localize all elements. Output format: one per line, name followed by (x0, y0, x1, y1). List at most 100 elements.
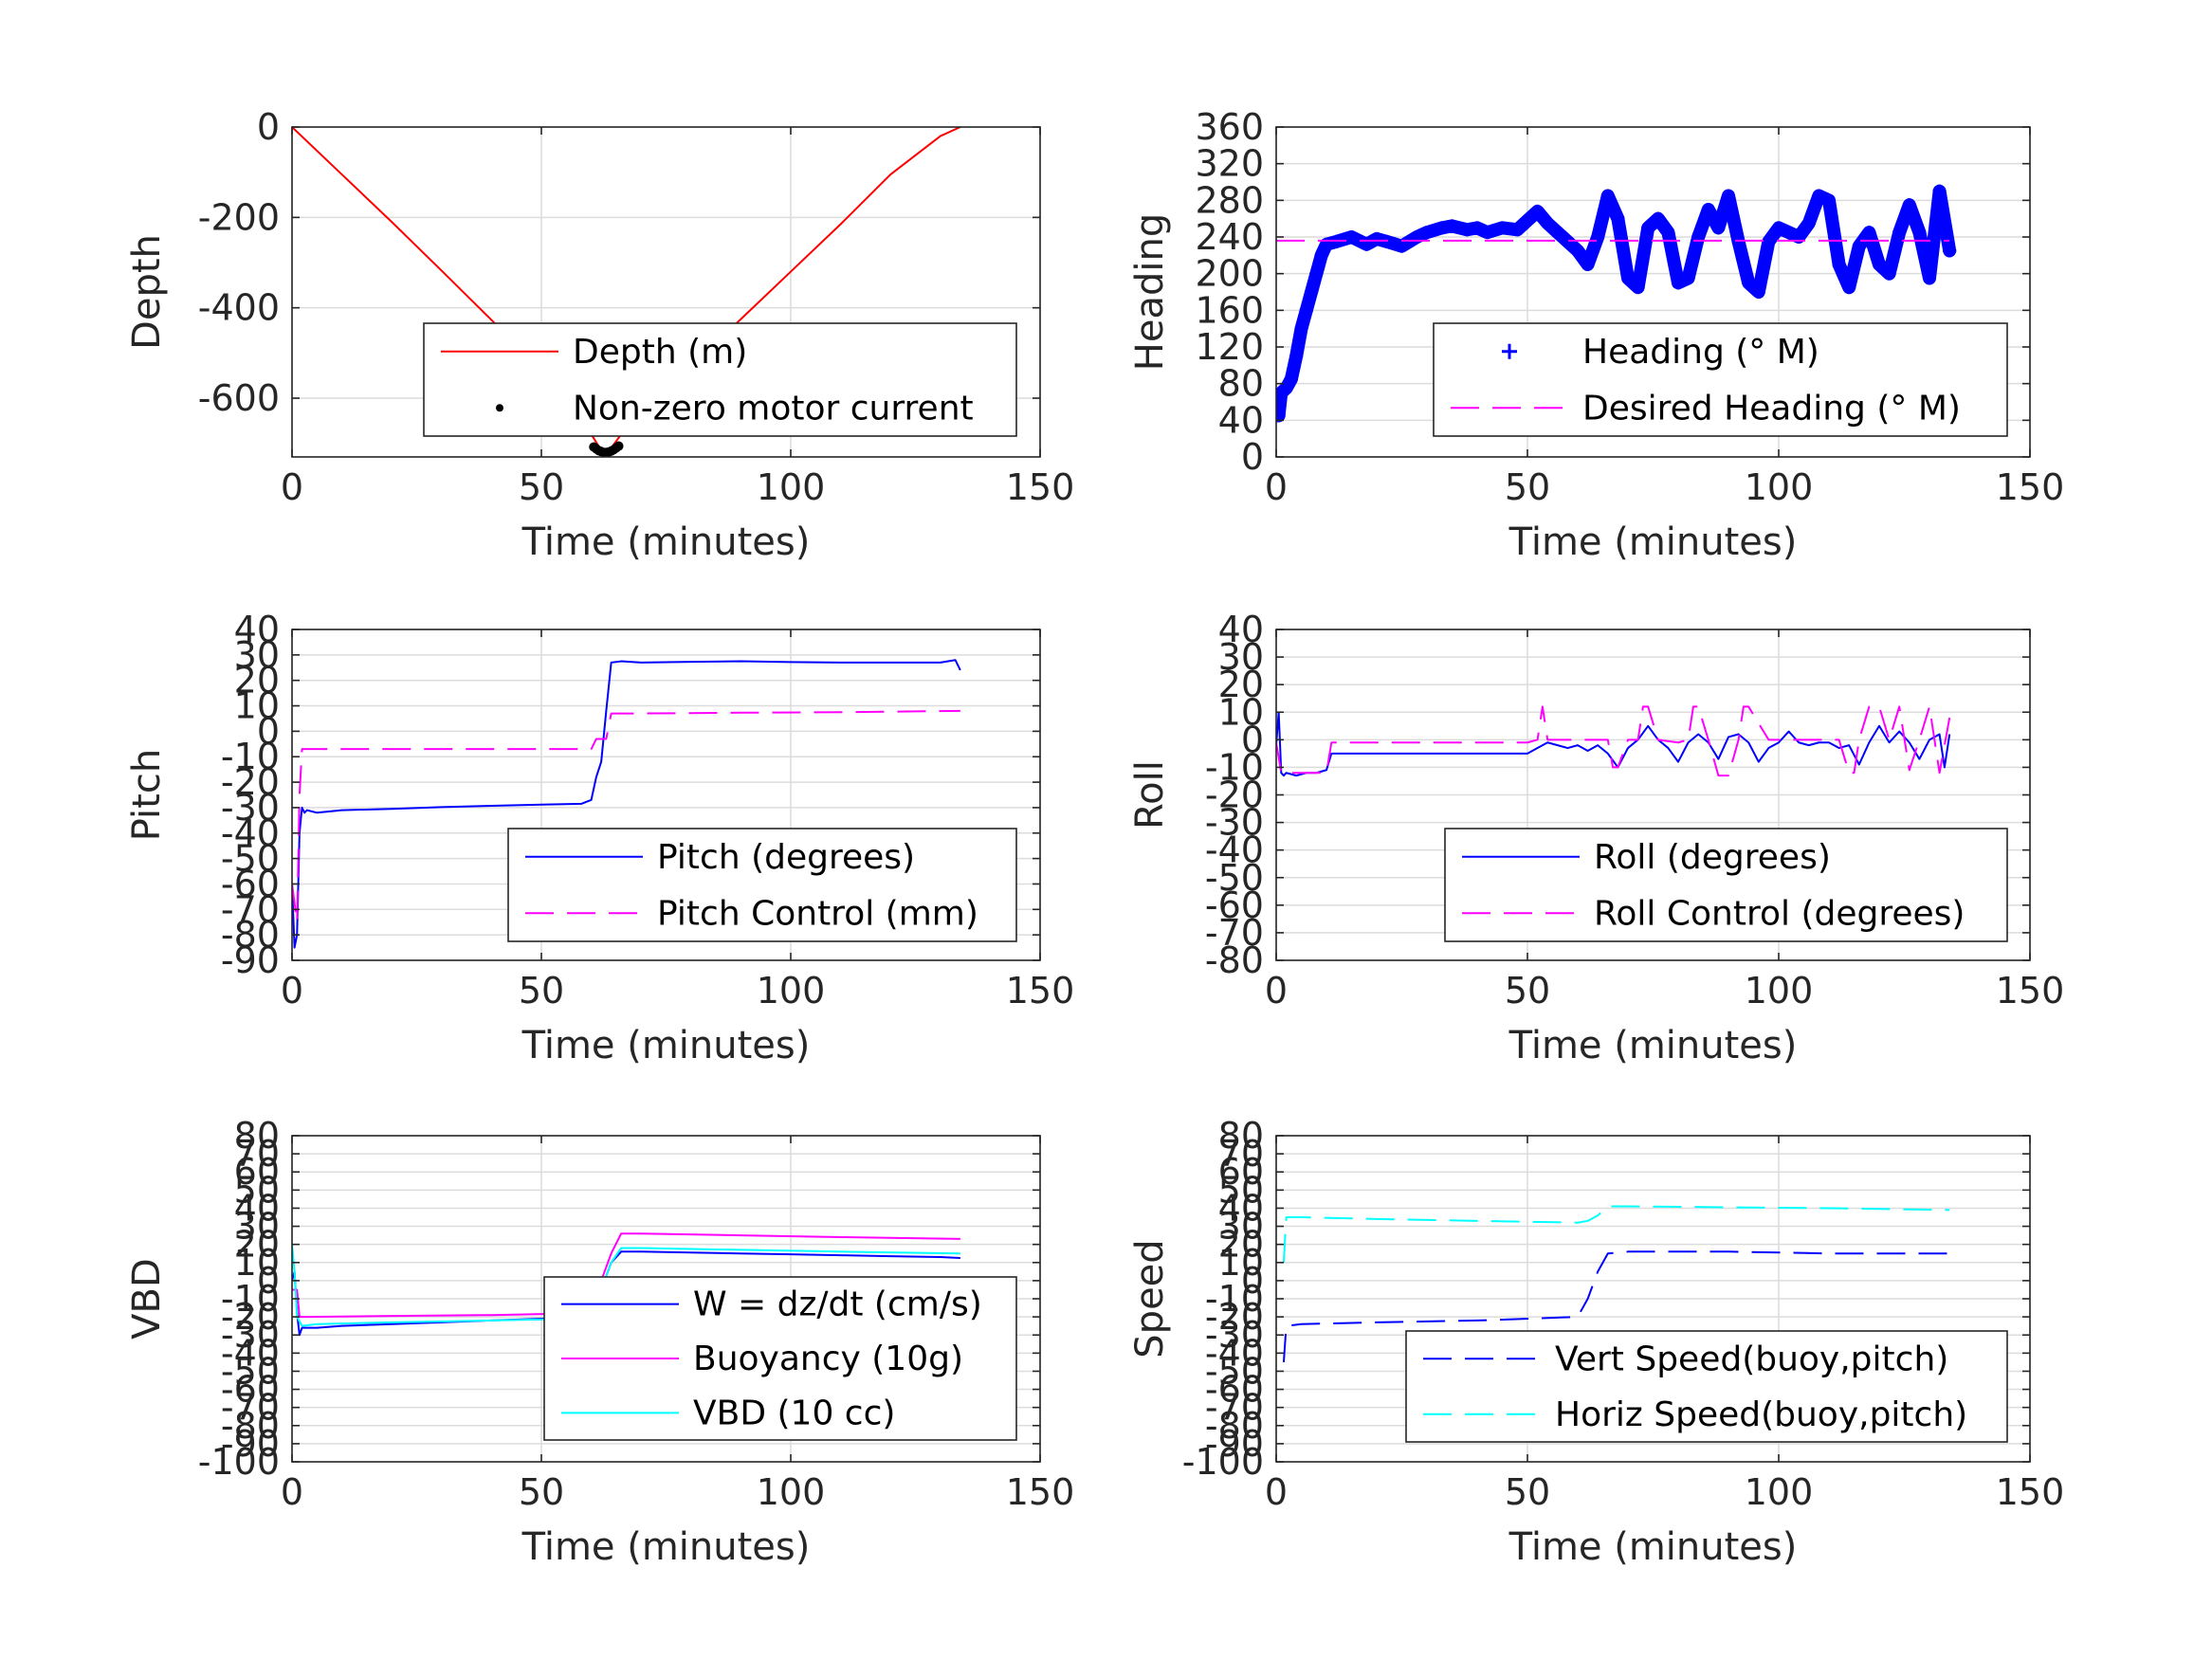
y-tick-label: 50 (234, 1169, 280, 1211)
y-tick-label: 0 (257, 106, 280, 148)
axes-frame (1275, 126, 2031, 458)
y-tick-label: -40 (1205, 1332, 1264, 1374)
series-heading-0-marker (1862, 226, 1876, 240)
chart-vbd: 0 50 100 150-100-90-80-70-60-50-40-30-20-10… (125, 1115, 1074, 1569)
series-heading-0-marker (1571, 244, 1584, 258)
x-tick-label: 0 (1265, 466, 1288, 508)
series-heading-0-marker (1521, 213, 1534, 228)
y-tick-label: -70 (221, 888, 280, 930)
y-tick-label: -80 (1205, 1405, 1264, 1447)
series-heading-0-marker (1801, 216, 1816, 230)
series-heading-0-marker (1460, 223, 1474, 237)
series-heading-0-marker (1611, 211, 1625, 226)
legend-box (1405, 1330, 2008, 1443)
y-tick-label: -100 (1182, 1441, 1264, 1483)
y-axis-label: VBD (125, 1258, 169, 1340)
y-tick-label: -30 (221, 1314, 280, 1356)
y-tick-label: -80 (221, 914, 280, 956)
y-tick-label: 120 (1195, 326, 1264, 368)
series-heading-0-marker (1651, 211, 1665, 226)
y-tick-label: 70 (1218, 1133, 1264, 1175)
y-tick-label: 40 (1218, 1187, 1264, 1229)
x-tick-label: 150 (1996, 970, 2065, 1012)
legend-box (507, 828, 1017, 942)
series-pitch-0-line (292, 659, 961, 949)
series-heading-0-marker (1581, 258, 1595, 271)
x-tick-label: 100 (757, 970, 826, 1012)
legend-swatch (496, 404, 503, 412)
y-tick-label: 320 (1195, 143, 1264, 185)
y-tick-label: 40 (234, 609, 280, 650)
x-tick-label: 0 (1265, 970, 1288, 1012)
series-heading-0-marker (1751, 285, 1765, 299)
y-tick-label: -200 (198, 196, 280, 238)
legend-label: Buoyancy (10g) (693, 1340, 963, 1378)
y-tick-label: 240 (1195, 216, 1264, 258)
y-tick-label: -20 (1205, 775, 1264, 816)
y-tick-label: 0 (257, 710, 280, 752)
series-heading-0-marker (1923, 271, 1936, 285)
series-heading-0-marker (1762, 234, 1776, 248)
x-axis-label: Time (minutes) (1508, 1024, 1798, 1067)
series-heading-0-marker (1742, 276, 1756, 290)
series-heading-0-marker (1932, 184, 1947, 198)
y-tick-label: -30 (1205, 802, 1264, 844)
y-tick-label: 80 (1218, 363, 1264, 405)
x-axis-label: Time (minutes) (521, 1024, 811, 1067)
y-tick-label: -30 (1205, 1314, 1264, 1356)
y-tick-label: -20 (221, 761, 280, 803)
y-tick-label: -40 (221, 1332, 280, 1374)
y-tick-label: 50 (1218, 1169, 1264, 1211)
y-tick-label: -40 (221, 812, 280, 854)
legend-label: Roll (degrees) (1594, 838, 1831, 877)
legend: Vert Speed(buoy,pitch) Horiz Speed(buoy,p… (1405, 1330, 2008, 1443)
legend-label: VBD (10 cc) (693, 1394, 895, 1432)
y-tick-label: 30 (234, 634, 280, 676)
y-tick-label: 20 (1218, 664, 1264, 705)
series-heading-0-marker (1873, 258, 1886, 271)
legend-label: Horiz Speed(buoy,pitch) (1555, 1395, 1967, 1434)
series-heading-0-marker (1445, 219, 1459, 233)
y-axis-label: Speed (1128, 1239, 1172, 1358)
y-tick-label: -600 (198, 377, 280, 419)
series-heading-0-marker (1631, 281, 1645, 295)
x-tick-label: 150 (1996, 1471, 2065, 1513)
y-tick-label: -30 (221, 787, 280, 829)
legend-swatch (1502, 343, 1517, 359)
series-heading-0-marker (1832, 258, 1846, 271)
x-axis-label: Time (minutes) (521, 520, 811, 564)
legend: Depth (m) Non-zero motor current (423, 322, 1017, 437)
y-tick-label: -70 (221, 1387, 280, 1429)
y-tick-label: 360 (1195, 106, 1264, 148)
legend-box (1444, 828, 2008, 942)
y-tick-label: 0 (1241, 436, 1264, 478)
chart-depth: 0 50 100 150 0 -200 -400 -600 Time (minutes) Dept… (125, 106, 1074, 564)
y-tick-label: -10 (1205, 1278, 1264, 1320)
y-tick-label: -10 (221, 736, 280, 777)
x-tick-label: 0 (1265, 1471, 1288, 1513)
series-heading-0-marker (1541, 216, 1555, 230)
x-tick-label: 100 (1745, 1471, 1814, 1513)
y-tick-label: -60 (221, 863, 280, 904)
x-tick-label: 50 (1505, 466, 1550, 508)
x-tick-label: 0 (281, 1471, 303, 1513)
y-tick-label: 40 (234, 1187, 280, 1229)
y-tick-label: 0 (257, 1260, 280, 1302)
series-heading-0-marker (1782, 226, 1796, 240)
legend-label: Roll Control (degrees) (1594, 894, 1965, 933)
legend: W = dz/dt (cm/s) Buoyancy (10g) VBD (10 cc… (543, 1276, 1017, 1441)
series-heading-0-marker (1344, 230, 1359, 244)
y-tick-label: 60 (234, 1151, 280, 1193)
series-depth-1-point (613, 441, 624, 451)
y-tick-label: 280 (1195, 179, 1264, 221)
series-heading-0-marker (1722, 189, 1735, 203)
x-tick-label: 100 (1745, 466, 1814, 508)
series-pitch-1-line (292, 709, 960, 923)
x-tick-label: 100 (1745, 970, 1814, 1012)
y-tick-label: 60 (1218, 1151, 1264, 1193)
y-tick-label: -90 (221, 1423, 280, 1465)
legend-box (1433, 322, 2008, 437)
y-tick-label: -20 (1205, 1296, 1264, 1338)
